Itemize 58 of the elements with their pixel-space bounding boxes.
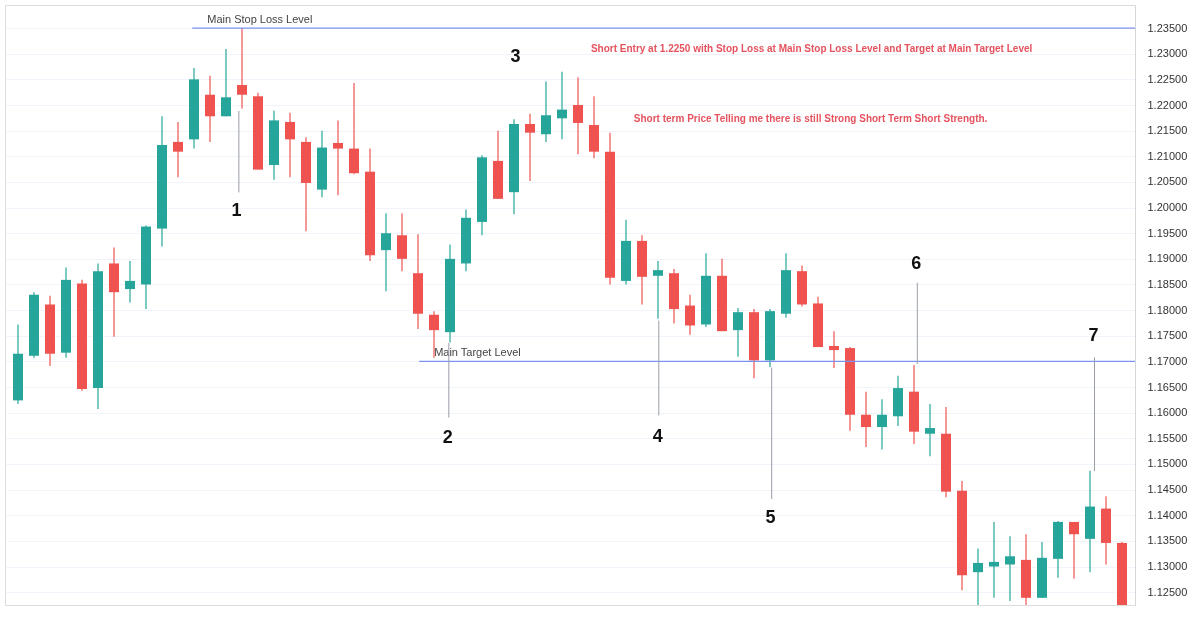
candlestick (333, 119, 343, 196)
candlestick (653, 260, 663, 320)
candlestick (685, 294, 695, 336)
annotation: 2 (442, 426, 453, 447)
ref-line-label: Main Stop Loss Level (207, 13, 313, 26)
candlestick (125, 260, 135, 304)
candlestick (1005, 535, 1015, 602)
annotation: 6 (911, 252, 922, 273)
y-tick-label: 1.17000 (1147, 354, 1188, 367)
candlestick (285, 112, 295, 178)
annotation: 4 (652, 425, 663, 446)
y-tick-label: 1.18500 (1147, 277, 1188, 290)
annotation: 5 (765, 507, 776, 528)
candlestick (925, 403, 935, 457)
y-tick-label: 1.15500 (1147, 431, 1188, 444)
candlestick (573, 76, 583, 155)
candlestick (1069, 521, 1079, 580)
candlestick (989, 521, 999, 599)
candlestick (557, 71, 567, 140)
y-tick-label: 1.14500 (1147, 483, 1188, 496)
y-tick-label: 1.20500 (1147, 175, 1188, 188)
y-tick-label: 1.18000 (1147, 303, 1188, 316)
candlestick (381, 212, 391, 292)
candlestick (205, 75, 215, 143)
annotation: 7 (1088, 325, 1099, 346)
y-tick-label: 1.12500 (1147, 585, 1188, 598)
y-tick-label: 1.15000 (1147, 457, 1188, 470)
y-tick-label: 1.23500 (1147, 21, 1188, 34)
candlestick (829, 330, 839, 369)
candlestick (173, 121, 183, 178)
candlestick (397, 212, 407, 272)
candlestick (973, 547, 983, 606)
candlestick (237, 27, 247, 110)
candlestick (221, 48, 231, 117)
y-tick-label: 1.16500 (1147, 380, 1188, 393)
y-tick-label: 1.17500 (1147, 329, 1188, 342)
annotation: Short Entry at 1.2250 with Stop Loss at Main Stop Loss Level and Target at Main Target Level (590, 43, 1033, 55)
y-tick-label: 1.22500 (1147, 72, 1188, 85)
y-tick-label: 1.21500 (1147, 124, 1188, 137)
y-tick-label: 1.13500 (1147, 534, 1188, 547)
y-tick-label: 1.21000 (1147, 149, 1188, 162)
y-tick-label: 1.19000 (1147, 252, 1188, 265)
candlestick (525, 113, 535, 182)
y-tick-label: 1.13000 (1147, 560, 1188, 573)
candlestick (541, 80, 551, 143)
y-tick-label: 1.23000 (1147, 47, 1188, 60)
y-tick-label: 1.22000 (1147, 98, 1188, 111)
candlestick (861, 391, 871, 448)
y-tick-label: 1.16000 (1147, 406, 1188, 419)
candlestick (877, 398, 887, 451)
candlestick (733, 307, 743, 358)
annotation: Short term Price Telling me there is still Strong Short Term Short Strength. (633, 112, 988, 124)
annotation: 3 (510, 46, 521, 67)
ref-line-label: Main Target Level (434, 346, 521, 359)
y-tick-label: 1.14000 (1147, 508, 1188, 521)
y-tick-label: 1.19500 (1147, 226, 1188, 239)
y-tick-label: 1.20000 (1147, 201, 1188, 214)
annotation: 1 (231, 200, 242, 221)
